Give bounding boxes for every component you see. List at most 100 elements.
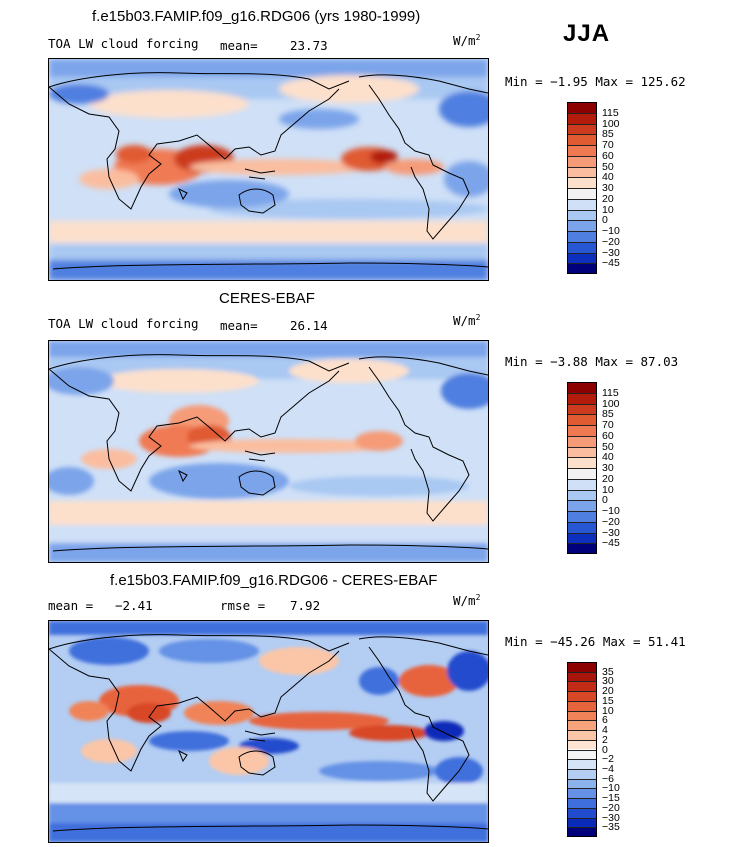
panel3-map xyxy=(48,620,489,843)
colorbar-swatch xyxy=(567,691,597,701)
colorbar-swatch xyxy=(567,807,597,818)
colorbar-tick-label: 70 xyxy=(602,419,614,431)
colorbar-tick-label: 40 xyxy=(602,171,614,184)
colorbar-swatch xyxy=(567,798,597,808)
colorbar-swatch xyxy=(567,759,597,769)
colorbar-frame xyxy=(567,662,597,837)
colorbar-swatch xyxy=(567,788,597,799)
colorbar-tick-label: −10 xyxy=(602,225,620,237)
colorbar-swatch xyxy=(567,403,597,415)
colorbar-tick-label: 85 xyxy=(602,128,614,141)
colorbar-tick-label: −4 xyxy=(602,762,614,775)
colorbar-tick-label: −20 xyxy=(602,801,620,814)
colorbar-swatch xyxy=(567,123,597,135)
colorbar-swatch xyxy=(567,681,597,692)
colorbar-swatch xyxy=(567,446,597,458)
colorbar-tick-label: 100 xyxy=(602,117,620,130)
colorbar-swatch xyxy=(567,177,597,188)
panel3-units: W/m2 xyxy=(453,593,481,609)
colorbar-tick-label: −10 xyxy=(602,782,620,795)
colorbar-swatch xyxy=(567,134,597,145)
colorbar-tick-label: −20 xyxy=(602,235,620,248)
colorbar-tick-label: 10 xyxy=(602,483,614,496)
colorbar-tick-label: 6 xyxy=(602,714,608,727)
colorbar-tick-label: 4 xyxy=(602,724,608,737)
colorbar-tick-label: −6 xyxy=(602,772,614,785)
panel3-field xyxy=(49,621,488,842)
panel2-field xyxy=(49,341,488,562)
colorbar-swatch xyxy=(567,739,597,750)
panel3-coastlines xyxy=(49,634,488,832)
colorbar-swatch xyxy=(567,198,597,210)
colorbar-tick-label: 30 xyxy=(602,182,614,194)
colorbar-swatch xyxy=(567,155,597,167)
colorbar-swatch xyxy=(567,543,597,554)
panel1-variable-label: TOA LW cloud forcing xyxy=(48,36,199,51)
colorbar-swatch xyxy=(567,710,597,721)
panel3-colorbar: 35 30 20 15 10 6 4 2 0 −2 −4 −6 −10 −15 −20 −30 −35 xyxy=(567,662,627,837)
colorbar-tick-label: 40 xyxy=(602,451,614,464)
colorbar-tick-label: 10 xyxy=(602,203,614,216)
colorbar-tick-label: 0 xyxy=(602,494,608,507)
colorbar-swatch xyxy=(567,263,597,274)
colorbar-swatch xyxy=(567,730,597,740)
colorbar-tick-label: 20 xyxy=(602,685,614,698)
colorbar-swatch xyxy=(567,700,597,711)
colorbar-swatch xyxy=(567,500,597,511)
panel3-min-max: Min = −45.26 Max = 51.41 xyxy=(505,634,686,649)
panel1-mean-label: mean= xyxy=(220,38,258,53)
colorbar-tick-label: 115 xyxy=(602,106,619,119)
colorbar-tick-label: −30 xyxy=(602,246,620,259)
colorbar-swatch xyxy=(567,468,597,479)
panel2-colorbar: 115 100 85 70 60 50 40 30 20 10 0 −10 −20 −30 −45 xyxy=(567,382,627,554)
panel1-title: f.e15b03.FAMIP.f09_g16.RDG06 (yrs 1980-1… xyxy=(92,8,421,25)
colorbar-tick-label: −45 xyxy=(602,257,620,270)
colorbar-swatch xyxy=(567,241,597,253)
colorbar-tick-label: 60 xyxy=(602,429,614,442)
panel1-coastlines xyxy=(49,72,488,270)
colorbar-swatch xyxy=(567,489,597,501)
panel2-map-svg xyxy=(49,341,488,562)
panel1-map-svg xyxy=(49,59,488,280)
colorbar-tick-label: 100 xyxy=(602,397,620,410)
colorbar-tick-label: −10 xyxy=(602,505,620,517)
panel1-map xyxy=(48,58,489,281)
colorbar-tick-label: 85 xyxy=(602,408,614,421)
colorbar-tick-label: 30 xyxy=(602,462,614,474)
colorbar-tick-label: 10 xyxy=(602,704,614,717)
colorbar-tick-label: 0 xyxy=(602,743,608,756)
panel1-colorbar: 115 100 85 70 60 50 40 30 20 10 0 −10 −20 −30 −45 xyxy=(567,102,627,274)
panel2-coastlines xyxy=(49,354,488,552)
colorbar-tick-label: −2 xyxy=(602,753,614,766)
colorbar-tick-label: 60 xyxy=(602,149,614,162)
colorbar-tick-label: −30 xyxy=(602,811,620,824)
panel2-map xyxy=(48,340,489,563)
colorbar-frame xyxy=(567,382,597,554)
panel2-variable-label: TOA LW cloud forcing xyxy=(48,316,199,331)
colorbar-tick-label: 50 xyxy=(602,440,614,453)
colorbar-swatch xyxy=(567,414,597,425)
colorbar-swatch xyxy=(567,749,597,760)
colorbar-tick-label: 2 xyxy=(602,733,608,746)
colorbar-swatch xyxy=(567,817,597,828)
colorbar-swatch xyxy=(567,166,597,178)
colorbar-swatch xyxy=(567,112,597,124)
colorbar-swatch xyxy=(567,209,597,221)
colorbar-swatch xyxy=(567,392,597,404)
colorbar-swatch xyxy=(567,778,597,789)
panel2-title: CERES-EBAF xyxy=(219,290,315,307)
colorbar-tick-label: 20 xyxy=(602,472,614,485)
colorbar-tick-label: −15 xyxy=(602,792,620,805)
panel3-rmse-value: 7.92 xyxy=(290,598,321,613)
colorbar-tick-label: 70 xyxy=(602,139,614,151)
colorbar-tick-label: −30 xyxy=(602,526,620,539)
colorbar-swatch xyxy=(567,478,597,490)
panel2-units: W/m2 xyxy=(453,313,481,329)
panel2-mean-label: mean= xyxy=(220,318,258,333)
colorbar-swatch xyxy=(567,435,597,447)
panel2-min-max: Min = −3.88 Max = 87.03 xyxy=(505,354,679,369)
panel3-title: f.e15b03.FAMIP.f09_g16.RDG06 - CERES-EBA… xyxy=(110,572,438,589)
colorbar-swatch xyxy=(567,827,597,837)
colorbar-swatch xyxy=(567,145,597,156)
colorbar-swatch xyxy=(567,252,597,264)
